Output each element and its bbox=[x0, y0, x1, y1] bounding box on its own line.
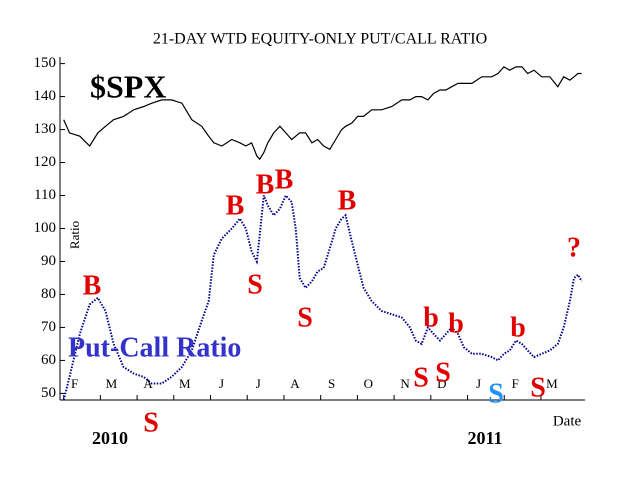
x-tick-label: J bbox=[256, 376, 261, 391]
y-tick-label: 120 bbox=[34, 154, 57, 170]
x-tick-label: N bbox=[400, 376, 410, 391]
signal-annotation: S bbox=[143, 407, 159, 438]
y-tick-label: 110 bbox=[34, 187, 56, 203]
x-tick-label: F bbox=[71, 376, 78, 391]
x-tick-label: O bbox=[364, 376, 373, 391]
y-axis-label: Ratio bbox=[67, 221, 82, 249]
signal-annotation: S bbox=[297, 302, 313, 333]
x-tick-label: D bbox=[437, 376, 446, 391]
x-tick-label: M bbox=[546, 376, 558, 391]
signal-annotation: S bbox=[488, 378, 504, 409]
signal-annotation: B bbox=[256, 169, 275, 200]
x-tick-label: A bbox=[290, 376, 300, 391]
signal-annotation: S bbox=[247, 269, 263, 300]
x-tick-label: M bbox=[106, 376, 118, 391]
series-line bbox=[63, 66, 582, 161]
x-tick-label: F bbox=[512, 376, 519, 391]
signal-annotation: B bbox=[338, 185, 357, 216]
signal-annotation: S bbox=[413, 362, 429, 393]
signal-annotation: b bbox=[448, 308, 464, 339]
signal-annotation: B bbox=[226, 190, 245, 221]
series-line bbox=[62, 193, 583, 401]
legend-label: $SPX bbox=[90, 68, 166, 104]
x-axis-label: Date bbox=[553, 413, 582, 429]
legend-label: Put-Call Ratio bbox=[68, 332, 241, 363]
y-tick-label: 50 bbox=[41, 385, 56, 401]
x-tick-label: M bbox=[179, 376, 191, 391]
y-tick-label: 70 bbox=[41, 319, 56, 335]
year-label: 2010 bbox=[92, 428, 128, 448]
y-tick-label: 140 bbox=[34, 88, 57, 104]
y-tick-label: 60 bbox=[41, 352, 56, 368]
signal-annotation: B bbox=[275, 164, 294, 195]
signal-annotation: b bbox=[423, 302, 439, 333]
signal-annotation: B bbox=[83, 270, 102, 301]
signal-annotation: ? bbox=[567, 232, 581, 263]
signal-annotation: b bbox=[510, 312, 526, 343]
signal-annotation: S bbox=[530, 372, 546, 403]
x-tick-label: A bbox=[143, 376, 153, 391]
y-tick-label: 150 bbox=[34, 55, 57, 71]
y-tick-label: 130 bbox=[34, 121, 57, 137]
x-tick-label: S bbox=[328, 376, 335, 391]
y-tick-label: 80 bbox=[41, 286, 56, 302]
signal-annotation: S bbox=[435, 357, 451, 388]
x-tick-label: J bbox=[476, 376, 481, 391]
x-tick-label: J bbox=[219, 376, 224, 391]
chart-title: 21-DAY WTD EQUITY-ONLY PUT/CALL RATIO bbox=[153, 31, 487, 48]
y-tick-label: 90 bbox=[41, 253, 56, 269]
y-tick-label: 100 bbox=[34, 220, 57, 236]
year-label: 2011 bbox=[467, 428, 502, 448]
